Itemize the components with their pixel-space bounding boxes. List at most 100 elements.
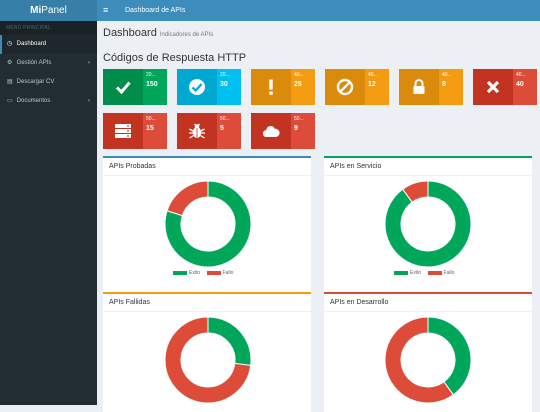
legend-swatch	[427, 270, 442, 275]
tile-code: 50...	[146, 116, 156, 122]
tile-text: 50... 9	[291, 113, 315, 149]
page-subtitle: Indicadores de APIs	[159, 32, 214, 38]
donut-segment-exito	[384, 180, 472, 268]
tile-icon-box	[325, 69, 365, 105]
sidebar-item-label: Dashboard	[16, 41, 47, 47]
legend-item-exito: Exito	[394, 270, 421, 276]
tile-count: 5	[220, 125, 224, 132]
legend-item-fallo: Fallo	[206, 270, 233, 276]
cloud-icon	[262, 126, 280, 138]
panel-apis-fallidas: APIs Fallidas	[103, 292, 311, 412]
tile-code: 20...	[146, 72, 156, 78]
tile-code: 50...	[220, 116, 230, 122]
sidebar-item-label: Descargar CV	[16, 79, 55, 85]
server-icon	[115, 124, 131, 138]
file-icon: ▤	[7, 79, 13, 85]
bug-icon	[189, 123, 205, 139]
legend-item-fallo: Fallo	[427, 270, 454, 276]
donut-chart	[164, 180, 252, 268]
tile-icon-box	[251, 113, 291, 149]
tile-text: 40... 25	[291, 69, 315, 105]
donut-segment-exito	[207, 316, 252, 366]
check-icon	[115, 81, 131, 95]
status-tile[interactable]: 20... 150	[103, 69, 167, 105]
tile-text: 20... 30	[217, 69, 241, 105]
donut-segment-exito	[164, 180, 252, 268]
panel-apis-en-servicio: APIs en Servicio Exito Fallo	[324, 156, 532, 292]
sidebar-item-gestion-apis[interactable]: ⚙ Gestión APIs ‹	[0, 54, 97, 73]
cogs-icon: ⚙	[7, 60, 13, 66]
check-circle-icon	[189, 79, 205, 95]
legend-item-exito: Exito	[173, 270, 200, 276]
donut-chart	[384, 180, 472, 268]
panel-title: APIs en Servicio	[324, 158, 532, 176]
sidebar-item-label: Documentos	[16, 98, 51, 104]
donut-segment-fallo	[402, 180, 429, 203]
tile-count: 12	[368, 81, 376, 88]
sidebar-item-descargar-cv[interactable]: ▤ Descargar CV	[0, 73, 97, 92]
donut-segment-exito	[427, 316, 472, 396]
status-tile[interactable]: 50... 9	[251, 113, 315, 149]
chart-legend: Exito Fallo	[394, 270, 459, 276]
tile-icon-box	[103, 113, 143, 149]
dashboard-icon: ◷	[7, 41, 13, 47]
exclamation-icon	[269, 79, 273, 95]
app-logo[interactable]: MiPanel	[0, 0, 97, 21]
chart-legend: Exito Fallo	[173, 270, 238, 276]
chevron-left-icon: ‹	[88, 60, 90, 66]
panel-apis-en-desarrollo: APIs en Desarrollo	[324, 292, 532, 412]
tile-icon-box	[399, 69, 439, 105]
donut-segment-fallo	[164, 316, 252, 404]
panel-title: APIs en Desarrollo	[324, 294, 532, 312]
sidebar-item-label: Gestión APIs	[16, 60, 52, 66]
legend-swatch	[206, 270, 221, 275]
topbar-title: Dashboard de APIs	[125, 7, 186, 14]
donut-segment-fallo	[166, 180, 209, 217]
tile-icon-box	[473, 69, 513, 105]
tile-code: 50...	[294, 116, 304, 122]
panel-title: APIs Fallidas	[103, 294, 311, 312]
status-tile[interactable]: 40... 12	[325, 69, 389, 105]
tile-count: 25	[294, 81, 302, 88]
status-tile[interactable]: 20... 30	[177, 69, 241, 105]
panel-title: APIs Probadas	[103, 158, 311, 176]
tile-count: 150	[146, 81, 158, 88]
legend-swatch	[394, 270, 408, 275]
sidebar-item-documentos[interactable]: ▭ Documentos ‹	[0, 92, 97, 111]
sidebar-toggle-icon[interactable]: ≡	[103, 5, 109, 15]
donut-chart	[384, 316, 472, 404]
section-title: Códigos de Respuesta HTTP	[103, 52, 247, 64]
status-tile[interactable]: 50... 15	[103, 113, 167, 149]
tile-icon-box	[103, 69, 143, 105]
tile-text: 40... 8	[439, 69, 463, 105]
lock-icon	[413, 79, 425, 94]
tile-code: 40...	[516, 72, 526, 78]
donut-chart	[164, 316, 252, 404]
status-tile[interactable]: 50... 5	[177, 113, 241, 149]
tile-count: 30	[220, 81, 228, 88]
tile-count: 9	[294, 125, 298, 132]
status-tile[interactable]: 40... 25	[251, 69, 315, 105]
sidebar: MENÚ PRINCIPAL ◷ Dashboard ⚙ Gestión API…	[0, 21, 97, 405]
top-navbar: MiPanel ≡ Dashboard de APIs	[0, 0, 540, 21]
sidebar-header: MENÚ PRINCIPAL	[0, 21, 97, 35]
tile-code: 40...	[368, 72, 378, 78]
tile-icon-box	[177, 113, 217, 149]
panel-apis-probadas: APIs Probadas Exito Fallo	[103, 156, 311, 292]
tile-code: 20...	[220, 72, 230, 78]
tile-count: 40	[516, 81, 524, 88]
times-icon	[486, 80, 500, 94]
tile-text: 50... 15	[143, 113, 167, 149]
sidebar-item-dashboard[interactable]: ◷ Dashboard	[0, 35, 97, 54]
tile-count: 15	[146, 125, 154, 132]
tile-text: 40... 12	[365, 69, 389, 105]
tile-code: 40...	[442, 72, 452, 78]
status-tile[interactable]: 40... 40	[473, 69, 537, 105]
main-content: Dashboard Indicadores de APIs Códigos de …	[97, 21, 540, 412]
tile-text: 20... 150	[143, 69, 167, 105]
status-tile[interactable]: 40... 8	[399, 69, 463, 105]
ban-icon	[336, 78, 354, 96]
tile-text: 40... 40	[513, 69, 537, 105]
chevron-left-icon: ‹	[88, 98, 90, 104]
donut-segment-fallo	[384, 316, 454, 404]
